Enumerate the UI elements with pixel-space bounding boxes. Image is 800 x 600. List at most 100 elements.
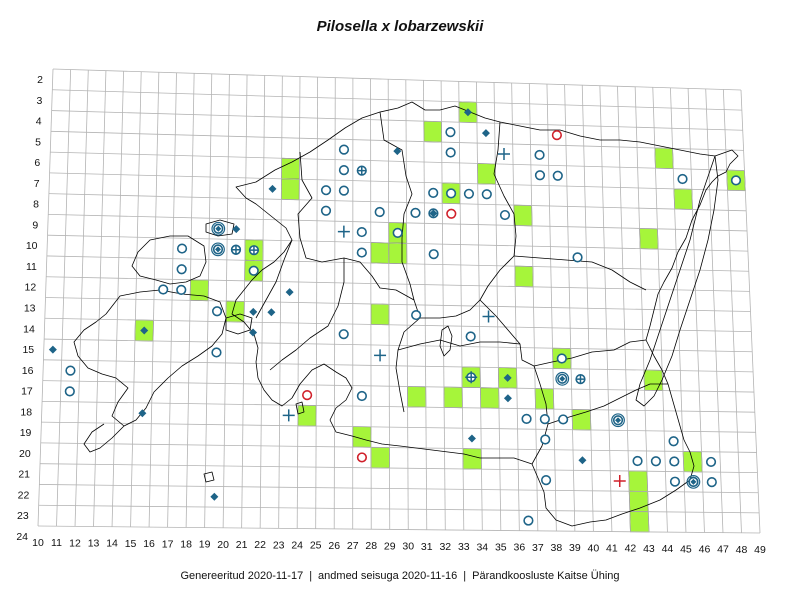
circle-marker bbox=[632, 455, 643, 467]
circle-marker bbox=[338, 185, 350, 196]
filled-cell bbox=[628, 470, 649, 492]
diamond-marker bbox=[503, 373, 512, 382]
x-axis-label: 29 bbox=[384, 540, 396, 552]
plus-marker bbox=[249, 245, 259, 255]
circle-marker bbox=[320, 185, 332, 196]
circle-marker bbox=[445, 147, 456, 158]
y-axis-label: 22 bbox=[18, 489, 30, 501]
county-border bbox=[379, 111, 415, 301]
y-axis-label: 13 bbox=[24, 303, 36, 315]
circle-marker bbox=[552, 170, 563, 181]
filled-cell bbox=[423, 120, 443, 143]
county-border bbox=[255, 239, 293, 319]
diamond-marker bbox=[481, 129, 490, 138]
diamond-marker bbox=[578, 456, 587, 465]
ring-marker bbox=[611, 413, 625, 428]
x-axis-label: 30 bbox=[402, 541, 414, 553]
filled-cell bbox=[571, 409, 592, 431]
plus-marker bbox=[465, 371, 478, 384]
footer-separator: | bbox=[309, 570, 313, 582]
y-axis-label: 2 bbox=[37, 74, 43, 86]
filled-cell bbox=[297, 404, 317, 427]
circle-marker bbox=[521, 413, 532, 424]
diamond-marker bbox=[268, 184, 277, 193]
diamond-marker bbox=[249, 328, 258, 337]
filled-cell bbox=[189, 279, 209, 302]
grid-line bbox=[44, 317, 752, 333]
x-axis-label: 20 bbox=[217, 539, 229, 551]
y-axis-label: 19 bbox=[20, 427, 32, 439]
grid-line bbox=[52, 89, 742, 111]
x-axis-label: 31 bbox=[421, 541, 433, 553]
filled-cell bbox=[370, 303, 390, 326]
plus-marker bbox=[231, 245, 241, 255]
filled-cell bbox=[477, 163, 496, 185]
filled-cell bbox=[462, 448, 482, 470]
diamond-marker bbox=[140, 326, 149, 335]
x-axis-label: 49 bbox=[754, 544, 766, 556]
x-axis-label: 21 bbox=[236, 539, 248, 551]
lake-vortsjarv bbox=[439, 325, 453, 357]
circle-marker bbox=[158, 284, 169, 295]
x-axis-label: 48 bbox=[736, 544, 748, 556]
diamond-marker bbox=[429, 209, 438, 218]
circle-marker bbox=[410, 207, 421, 218]
x-axis-label: 19 bbox=[199, 539, 211, 551]
plus-marker bbox=[374, 349, 387, 362]
x-axis-label: 18 bbox=[180, 538, 192, 550]
y-axis-label: 10 bbox=[26, 240, 38, 252]
diamond-marker bbox=[559, 375, 566, 382]
grid-line bbox=[44, 338, 753, 353]
x-axis-label: 33 bbox=[458, 541, 470, 553]
x-axis-label: 40 bbox=[588, 542, 600, 554]
filled-cell bbox=[281, 157, 300, 180]
circle-marker bbox=[320, 205, 332, 216]
y-axis-label: 17 bbox=[21, 386, 33, 398]
grid-line bbox=[43, 359, 754, 373]
filled-cell bbox=[443, 386, 463, 409]
circle-marker bbox=[176, 264, 187, 275]
y-axis-label: 16 bbox=[22, 365, 34, 377]
x-axis-label: 45 bbox=[680, 543, 692, 555]
circle-marker bbox=[730, 175, 742, 186]
circle-marker bbox=[669, 456, 680, 467]
x-axis-label: 11 bbox=[51, 537, 62, 549]
filled-cell bbox=[407, 386, 427, 408]
circle-marker bbox=[465, 331, 476, 342]
circle-marker bbox=[558, 414, 569, 425]
circle-marker bbox=[706, 477, 717, 488]
filled-cell bbox=[280, 178, 300, 201]
diamond-marker bbox=[48, 345, 57, 354]
grid-line bbox=[41, 421, 756, 433]
x-axis-label: 28 bbox=[365, 540, 377, 552]
footer-generated: Genereeritud 2020-11-17 bbox=[180, 570, 304, 582]
footer-organization: Pärandkoosluste Kaitse Ühing bbox=[472, 570, 620, 582]
x-axis-label: 42 bbox=[625, 543, 637, 555]
ring-marker bbox=[211, 221, 226, 236]
circle-marker bbox=[540, 475, 552, 486]
diamond-marker bbox=[393, 147, 402, 156]
grid-line bbox=[50, 130, 744, 151]
filled-cell bbox=[370, 242, 390, 264]
muhu-outline bbox=[225, 313, 253, 335]
axis-labels-layer: 10 11 12 13 14 15 16 17 18 19 20 21 22 23 24 25 26 27 28 29… bbox=[16, 74, 766, 556]
filled-cell bbox=[514, 265, 534, 288]
grid-line bbox=[37, 525, 761, 534]
y-axis-label: 11 bbox=[26, 261, 37, 273]
circle-marker bbox=[428, 187, 439, 198]
y-axis-label: 18 bbox=[20, 406, 32, 418]
grid-line bbox=[46, 276, 750, 292]
diamond-marker bbox=[249, 307, 258, 316]
x-axis-label: 44 bbox=[662, 543, 674, 555]
filled-cell bbox=[639, 228, 659, 250]
circle-marker bbox=[463, 188, 475, 199]
grid-line bbox=[48, 193, 747, 212]
plus-marker bbox=[576, 374, 585, 384]
x-axis-label: 10 bbox=[32, 537, 44, 549]
ring-marker bbox=[686, 474, 701, 489]
y-axis-label: 12 bbox=[24, 282, 36, 294]
x-axis-label: 41 bbox=[606, 543, 618, 555]
x-axis-label: 46 bbox=[699, 543, 711, 555]
x-axis-label: 24 bbox=[291, 540, 303, 552]
county-border bbox=[269, 258, 345, 371]
